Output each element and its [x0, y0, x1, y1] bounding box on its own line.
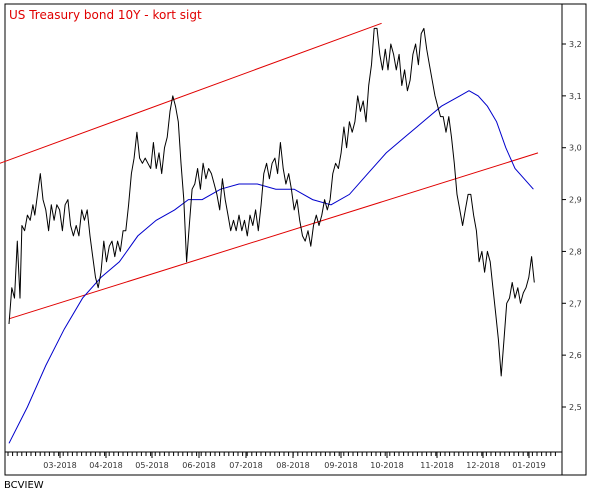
x-tick-label: 01-2019	[512, 461, 545, 470]
x-tick-label: 06-2018	[182, 461, 215, 470]
price-series	[8, 27, 535, 377]
y-tick-label: 2,5	[569, 403, 582, 412]
moving-average-line	[8, 90, 534, 444]
x-axis-ticks: 03-2018 04-2018 05-2018 06-2018 07-2018 08-20…	[7, 452, 556, 470]
y-tick-label: 2,8	[569, 247, 582, 256]
channel-lines	[0, 22, 539, 320]
y-tick-label: 2,7	[569, 299, 582, 308]
y-tick-label: 2,6	[569, 351, 582, 360]
x-tick-label: 03-2018	[43, 461, 76, 470]
price-line	[8, 27, 535, 377]
channel-upper-line	[0, 22, 382, 164]
x-tick-label: 08-2018	[276, 461, 309, 470]
y-tick-label: 3,0	[569, 144, 582, 153]
moving-average-series	[8, 90, 534, 444]
chart-title: US Treasury bond 10Y - kort sigt	[9, 8, 202, 22]
x-tick-label: 10-2018	[370, 461, 403, 470]
y-tick-label: 2,9	[569, 196, 582, 205]
channel-lower-line	[8, 152, 539, 320]
x-tick-label: 05-2018	[135, 461, 168, 470]
x-tick-label: 04-2018	[89, 461, 122, 470]
x-tick-label: 07-2018	[229, 461, 262, 470]
plot-frame	[4, 3, 587, 476]
y-tick-label: 3,2	[569, 40, 582, 49]
y-axis-ticks: 3,2 3,1 3,0 2,9 2,8 2,7 2,6 2,5	[562, 40, 582, 412]
x-tick-label: 12-2018	[466, 461, 499, 470]
x-tick-label: 09-2018	[324, 461, 357, 470]
x-tick-label: 11-2018	[420, 461, 453, 470]
credit-label: BCVIEW	[4, 480, 44, 491]
y-tick-label: 3,1	[569, 92, 582, 101]
